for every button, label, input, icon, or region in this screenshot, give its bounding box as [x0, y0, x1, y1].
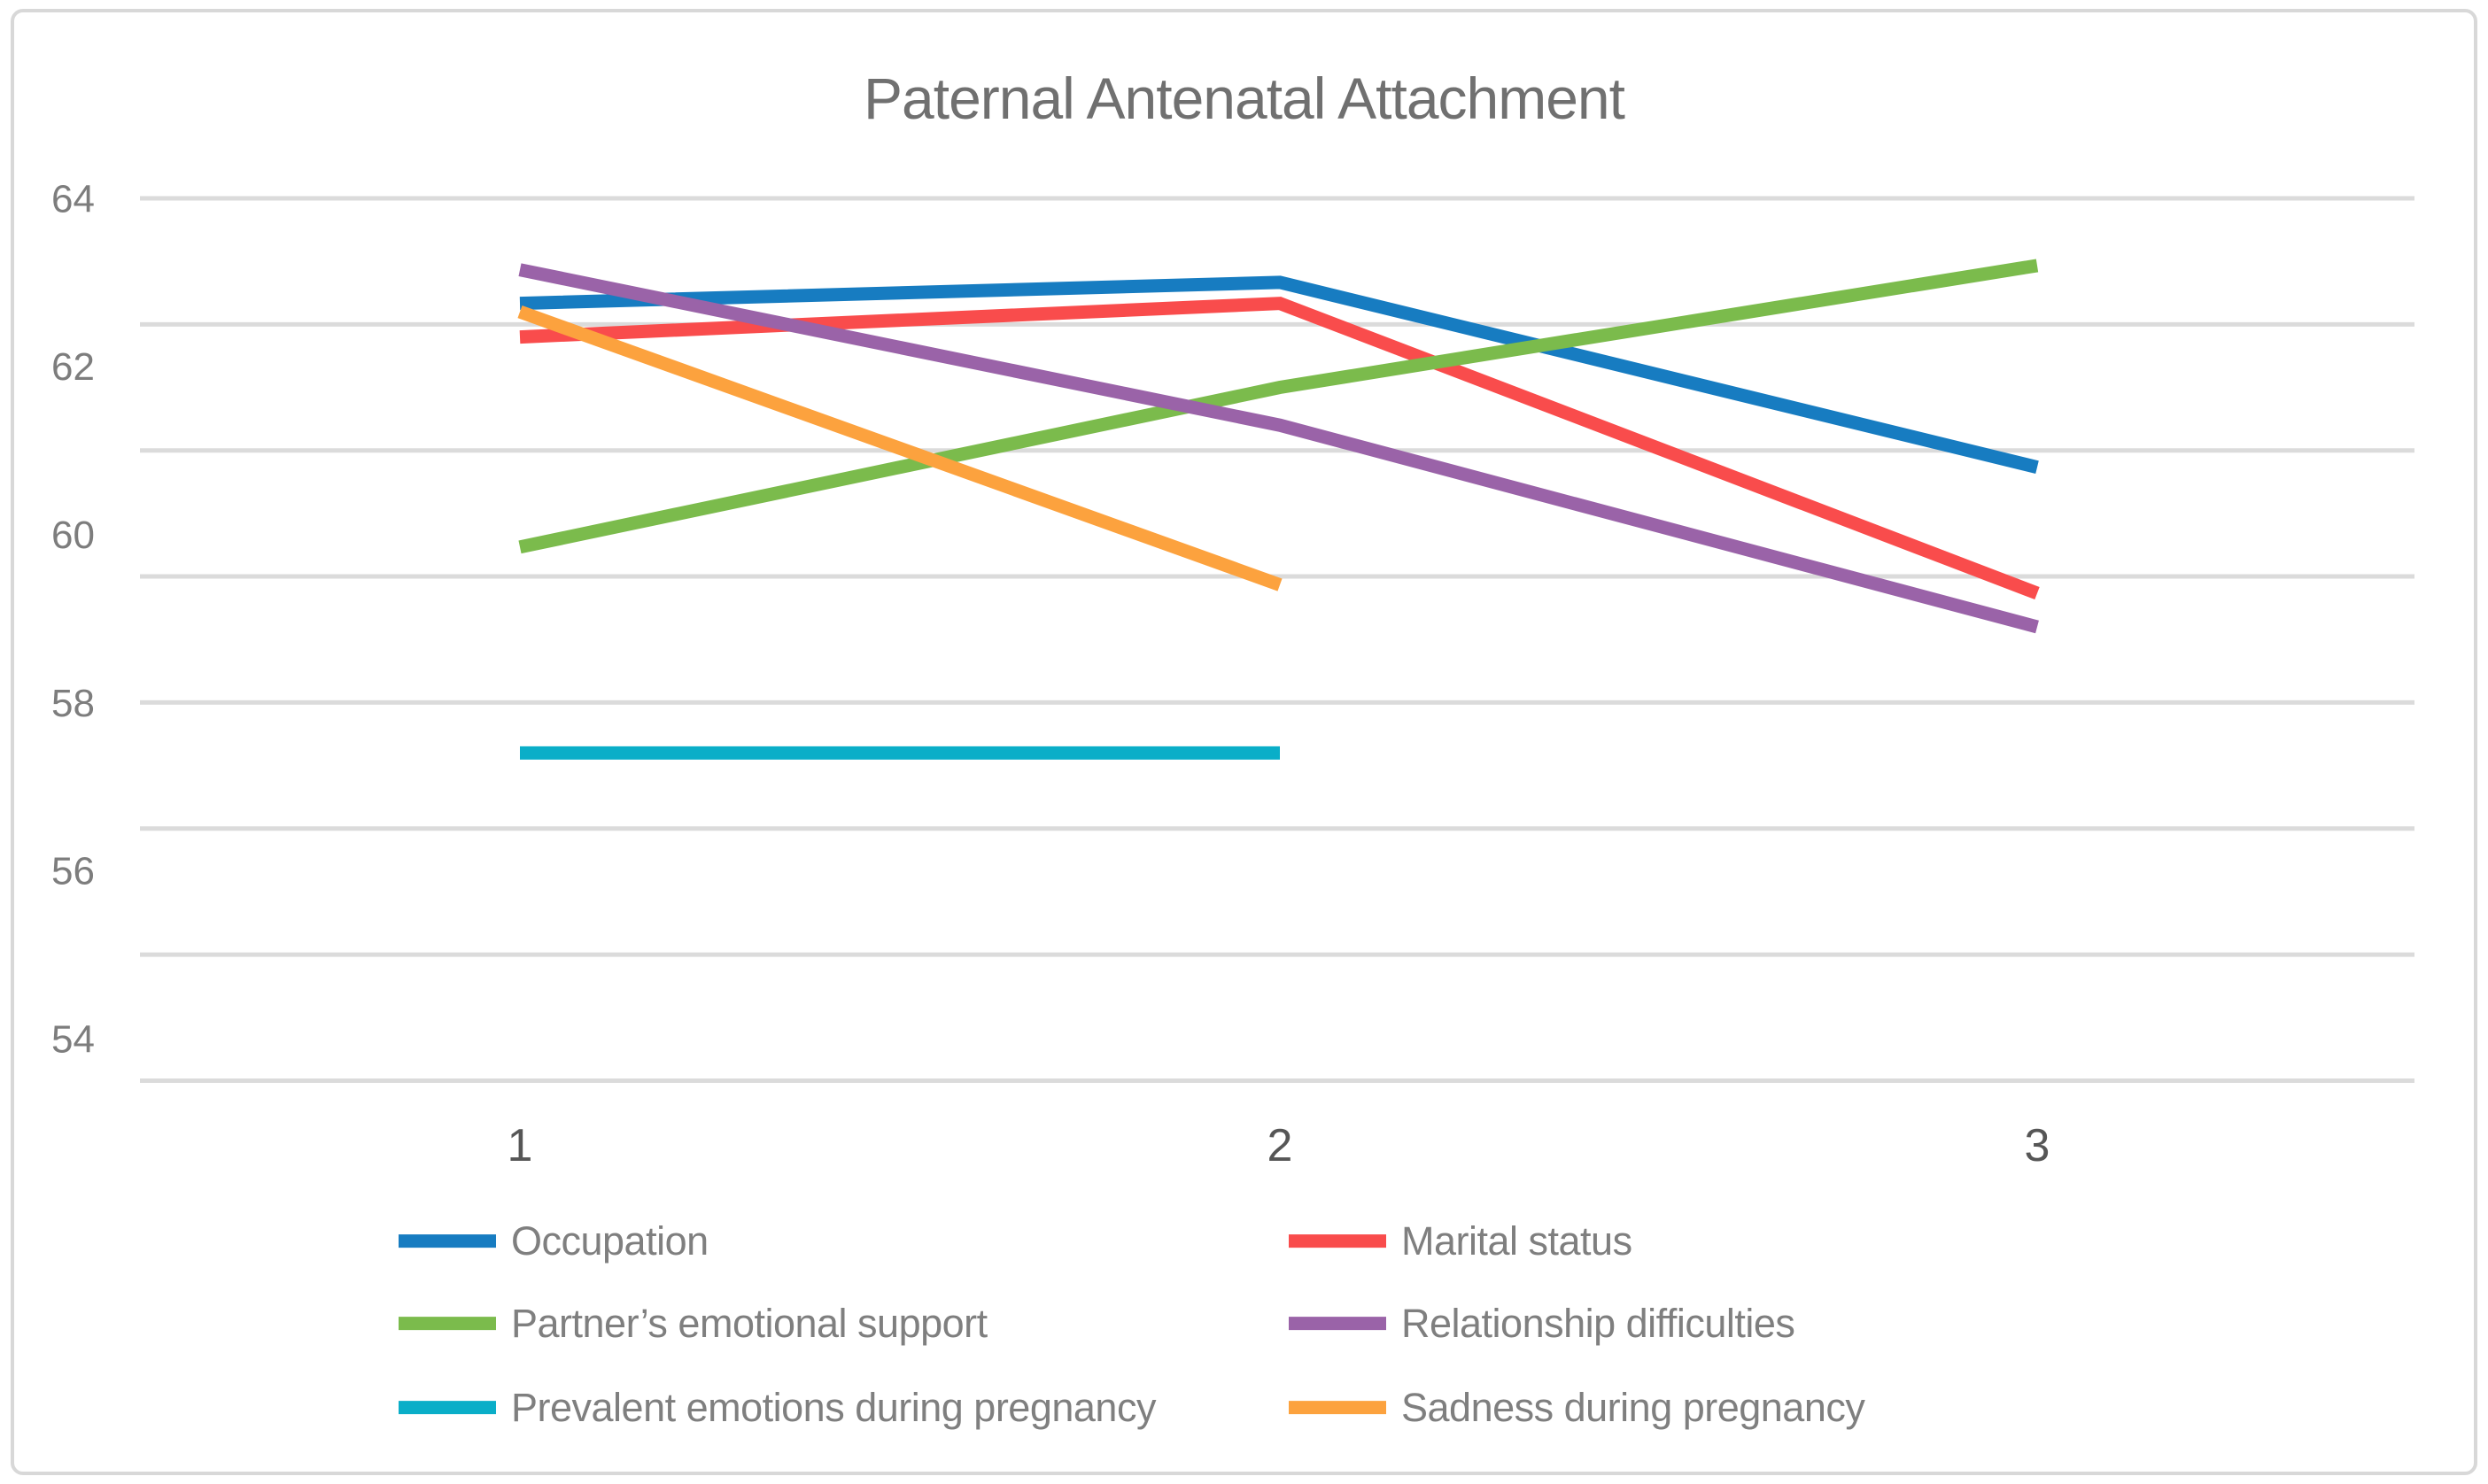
legend-item-relationship-difficulties: Relationship difficulties [1289, 1301, 1795, 1347]
legend-label-sadness: Sadness during pregnancy [1401, 1385, 1865, 1431]
x-axis-tick-label: 3 [2025, 1120, 2050, 1171]
y-axis-tick-label: 54 [51, 1017, 95, 1061]
legend-swatch-prevalent-emotions [399, 1401, 496, 1415]
legend-label-marital-status: Marital status [1401, 1218, 1632, 1264]
y-axis-tick-label: 62 [51, 345, 95, 389]
chart-title: Paternal Antenatal Attachment [864, 66, 1625, 131]
series-line-occupation [519, 275, 2039, 474]
series-line-relationship-difficulties [518, 263, 2039, 634]
legend-label-partners-emotional-support: Partner’s emotional support [511, 1301, 988, 1347]
legend-label-prevalent-emotions: Prevalent emotions during pregnancy [511, 1385, 1156, 1431]
legend-swatch-occupation [399, 1234, 496, 1248]
series-line-sadness-during-pregnancy [517, 305, 1283, 591]
legend-swatch-marital-status [1289, 1234, 1386, 1248]
y-axis-tick-label: 56 [51, 850, 95, 893]
legend-label-occupation: Occupation [511, 1218, 709, 1264]
legend-swatch-sadness [1289, 1401, 1386, 1415]
y-axis-tick-label: 58 [51, 682, 95, 725]
series-line-partner-s-emotional-support [518, 259, 2039, 554]
y-axis-tick-label: 64 [51, 177, 95, 220]
legend-item-prevalent-emotions: Prevalent emotions during pregnancy [399, 1385, 1156, 1431]
x-axis-tick-label: 2 [1267, 1120, 1293, 1171]
legend-label-relationship-difficulties: Relationship difficulties [1401, 1301, 1795, 1347]
legend-item-partners-emotional-support: Partner’s emotional support [399, 1301, 988, 1347]
legend-swatch-partners-emotional-support [399, 1317, 496, 1331]
x-axis-tick-label: 1 [508, 1120, 533, 1171]
y-axis-tick-label: 60 [51, 514, 95, 557]
legend-item-marital-status: Marital status [1289, 1218, 1632, 1264]
legend-item-sadness: Sadness during pregnancy [1289, 1385, 1865, 1431]
legend-item-occupation: Occupation [399, 1218, 709, 1264]
legend-swatch-relationship-difficulties [1289, 1317, 1386, 1331]
